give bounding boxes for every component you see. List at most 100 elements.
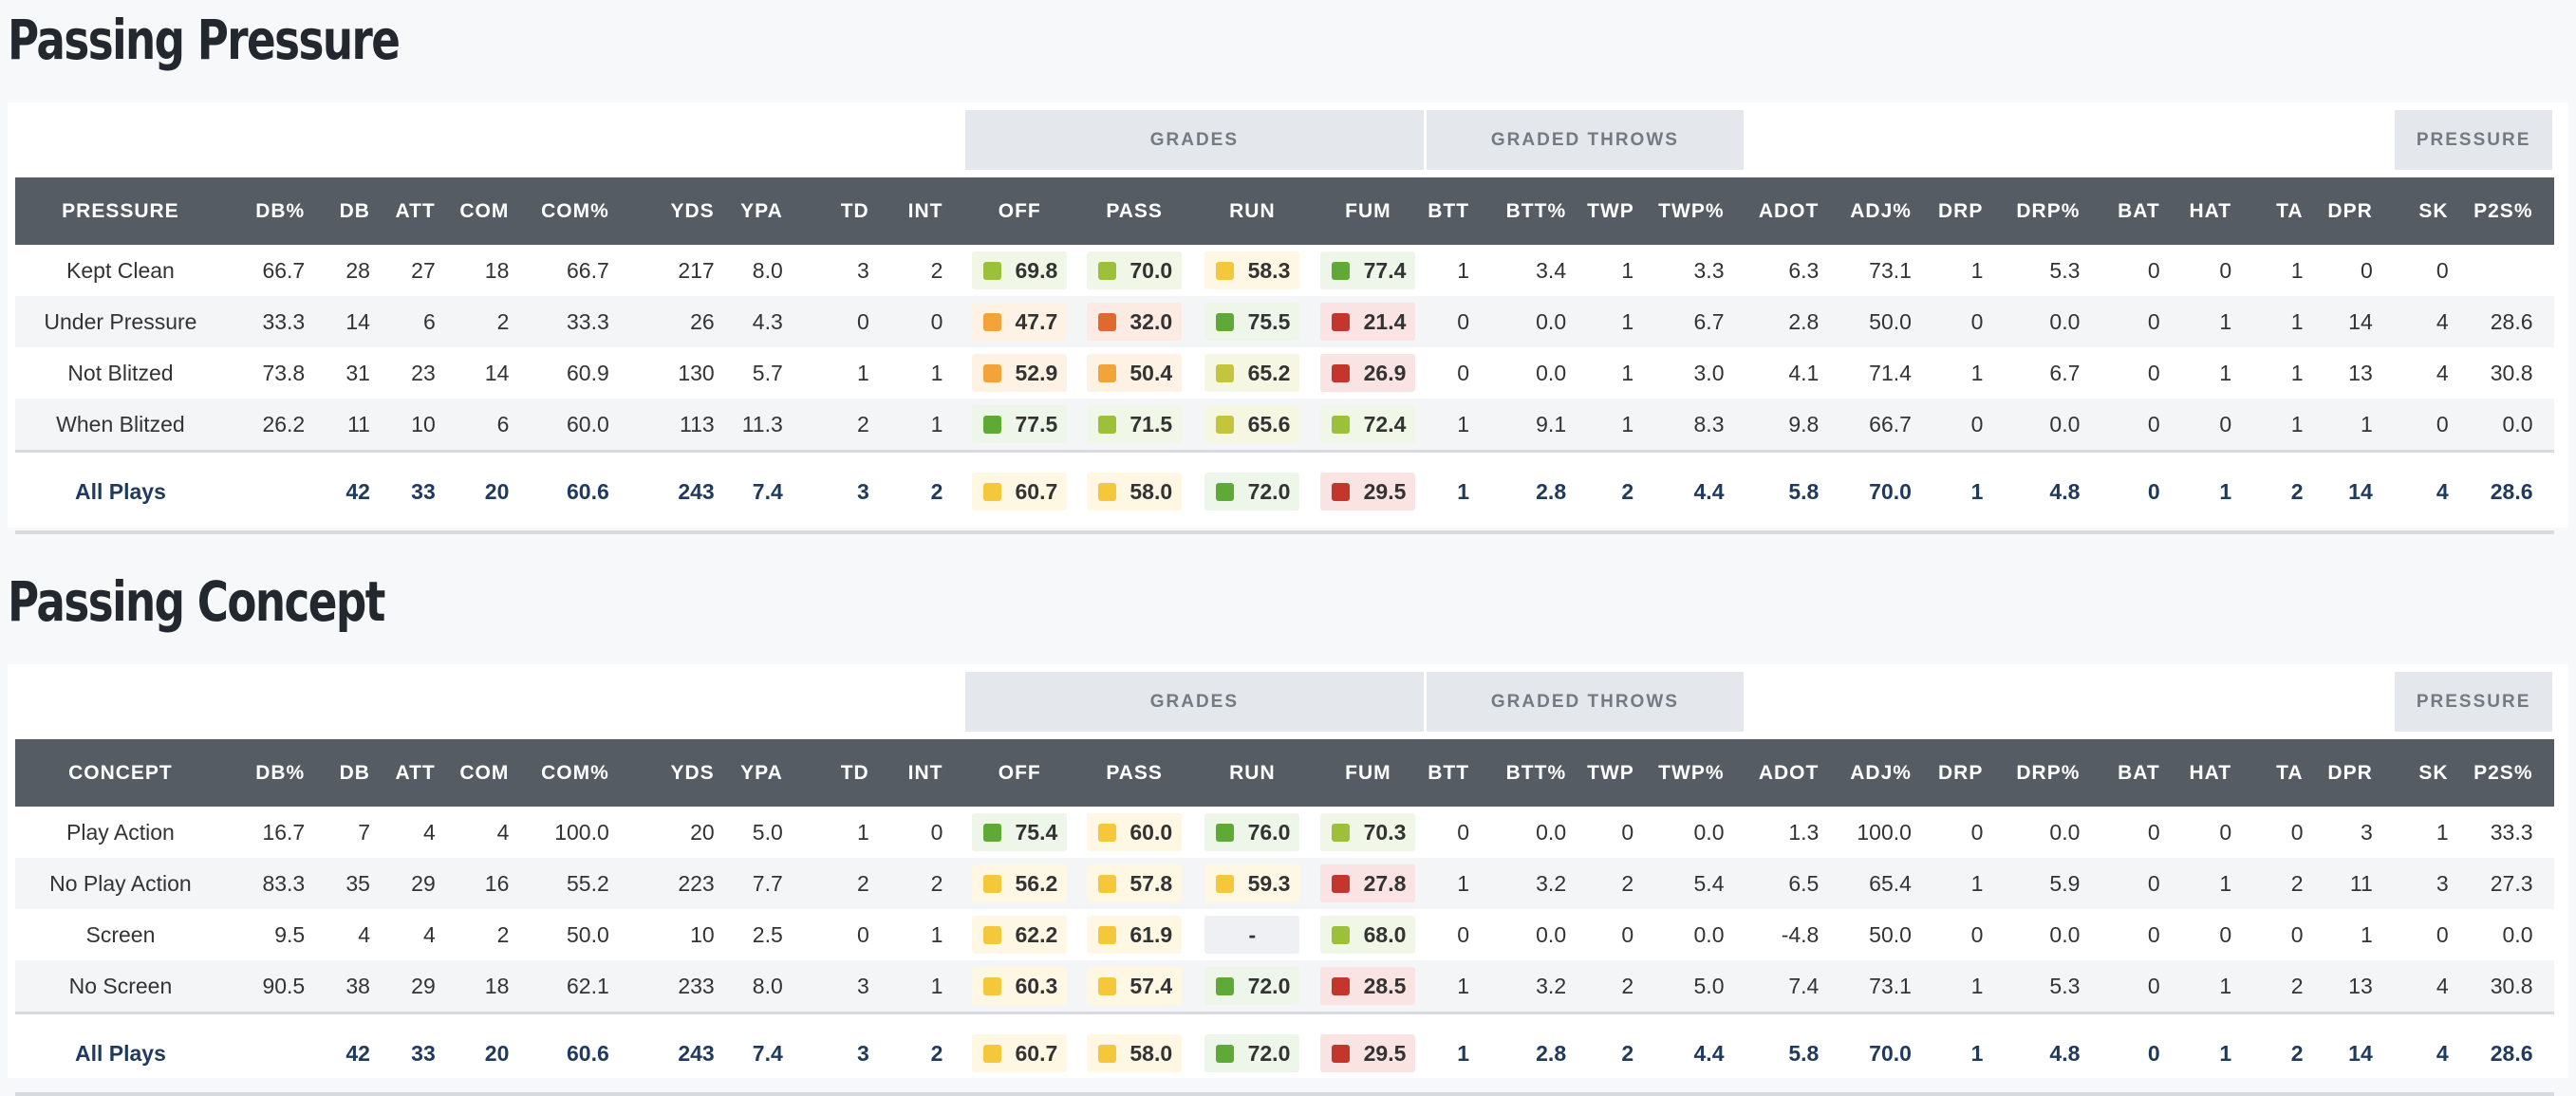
column-header-com-pct[interactable]: COM% (530, 170, 630, 245)
stat-cell: 5.0 (752, 819, 783, 845)
column-header-pass[interactable]: PASS (1075, 170, 1194, 245)
stat-cell: 0 (2100, 296, 2181, 347)
column-header-run[interactable]: RUN (1193, 732, 1312, 807)
stat-cell: 4.4 (1654, 450, 1745, 534)
column-header-db-pct[interactable]: DB% (225, 732, 327, 807)
column-header-btt[interactable]: BTT (1425, 170, 1491, 245)
column-header-ypa[interactable]: YPA (735, 170, 804, 245)
stat-cell: 8.0 (735, 960, 804, 1013)
column-header-twp[interactable]: TWP (1587, 732, 1655, 807)
stat-cell: 16.7 (262, 819, 306, 845)
stat-cell: 26 (629, 296, 736, 347)
column-header-db[interactable]: DB (326, 170, 391, 245)
column-header-td[interactable]: TD (803, 732, 890, 807)
stat-cell: 9.5 (274, 921, 306, 947)
stat-cell: 1 (889, 960, 964, 1013)
stats-table: GRADES GRADED THROWS PRESSURE CONCEPT DB% DB A… (15, 672, 2555, 1096)
grade-indicator-icon (983, 875, 1002, 893)
column-header-int[interactable]: INT (889, 170, 964, 245)
column-header-twp-pct[interactable]: TWP% (1654, 732, 1745, 807)
column-header-yds[interactable]: YDS (629, 732, 736, 807)
stat-cell: 4 (2393, 296, 2470, 347)
column-header-att[interactable]: ATT (390, 170, 457, 245)
column-header-btt-pct[interactable]: BTT% (1490, 170, 1588, 245)
column-header-fum[interactable]: FUM (1311, 170, 1426, 245)
column-header-com[interactable]: COM (456, 170, 531, 245)
grade-indicator-icon (1216, 262, 1235, 280)
column-header-com[interactable]: COM (456, 732, 531, 807)
column-header-adj-pct[interactable]: ADJ% (1839, 732, 1932, 807)
column-header-row: PRESSURE DB% DB ATT COM COM% YDS YPA TD INT OFF PAS… (15, 170, 2554, 245)
column-header-drp-pct[interactable]: DRP% (2004, 732, 2101, 807)
column-header-hat[interactable]: HAT (2180, 170, 2253, 245)
stat-cell: 1 (2436, 819, 2449, 845)
stat-cell: 0 (1425, 296, 1491, 347)
stat-cell: 60.6 (530, 450, 630, 534)
group-spacer (15, 672, 963, 735)
column-header-twp-pct[interactable]: TWP% (1654, 170, 1745, 245)
group-spacer (1745, 110, 2394, 174)
stat-cell: 3 (2393, 858, 2470, 909)
stat-cell: 0.0 (2469, 399, 2554, 452)
column-header-td[interactable]: TD (803, 170, 890, 245)
column-header-fum[interactable]: FUM (1311, 732, 1426, 807)
grade-value: 28.5 (1363, 974, 1407, 998)
stat-cell: 60.9 (567, 360, 609, 385)
stat-cell: 1 (1932, 450, 2005, 534)
table-row: Screen 9.5 4 4 2 50.0 10 2.5 0 1 62.2 61.9-68.0 0 0.0… (15, 909, 2554, 960)
grade-cell: 75.4 (963, 807, 1075, 858)
column-header-ta[interactable]: TA (2252, 170, 2324, 245)
stat-cell: 0.0 (2004, 296, 2101, 347)
column-header-btt[interactable]: BTT (1425, 732, 1491, 807)
column-header-p2s-pct[interactable]: P2S% (2469, 170, 2554, 245)
column-header-drp-pct[interactable]: DRP% (2004, 170, 2101, 245)
column-header-com-pct[interactable]: COM% (530, 732, 630, 807)
stat-cell: 5.3 (2004, 960, 2101, 1013)
column-header-adj-pct[interactable]: ADJ% (1839, 170, 1932, 245)
column-header-int[interactable]: INT (889, 732, 964, 807)
column-header-off[interactable]: OFF (963, 170, 1076, 245)
grade-badge: 27.8 (1320, 864, 1416, 902)
column-header-att[interactable]: ATT (390, 732, 457, 807)
stat-cell: 0 (2100, 1012, 2181, 1096)
column-header-twp[interactable]: TWP (1587, 170, 1655, 245)
column-header-label[interactable]: PRESSURE (15, 170, 226, 245)
row-label: No Play Action (15, 858, 226, 909)
grade-value: 58.3 (1247, 258, 1291, 283)
column-header-off[interactable]: OFF (963, 732, 1076, 807)
column-header-dpr[interactable]: DPR (2324, 170, 2394, 245)
column-header-ypa[interactable]: YPA (735, 732, 804, 807)
column-header-bat[interactable]: BAT (2100, 732, 2181, 807)
column-header-run[interactable]: RUN (1193, 170, 1312, 245)
column-header-bat[interactable]: BAT (2100, 170, 2181, 245)
column-header-label[interactable]: CONCEPT (15, 732, 226, 807)
column-header-drp[interactable]: DRP (1932, 732, 2005, 807)
column-header-btt-pct[interactable]: BTT% (1490, 732, 1588, 807)
section-title: Passing Concept (8, 569, 385, 634)
column-header-hat[interactable]: HAT (2180, 732, 2253, 807)
grade-cell: 72.0 (1193, 1012, 1312, 1096)
stat-cell: 4 (422, 819, 436, 845)
column-header-yds[interactable]: YDS (629, 170, 736, 245)
column-header-pass[interactable]: PASS (1075, 732, 1194, 807)
stat-cell: 0 (930, 819, 943, 845)
column-header-drp[interactable]: DRP (1932, 170, 2005, 245)
grade-value: 75.4 (1015, 820, 1058, 845)
grade-value: 60.0 (1129, 820, 1173, 845)
column-header-sk[interactable]: SK (2393, 732, 2470, 807)
row-label: Kept Clean (66, 257, 175, 283)
grade-badge: 29.5 (1320, 473, 1416, 511)
grade-indicator-icon (983, 926, 1002, 944)
column-header-dpr[interactable]: DPR (2324, 732, 2394, 807)
column-header-db-pct[interactable]: DB% (225, 170, 327, 245)
column-header-p2s-pct[interactable]: P2S% (2469, 732, 2554, 807)
grade-indicator-icon (983, 977, 1002, 995)
stat-cell: 7.4 (735, 1012, 804, 1096)
column-header-db[interactable]: DB (326, 732, 391, 807)
column-header-ta[interactable]: TA (2252, 732, 2324, 807)
column-header-adot[interactable]: ADOT (1745, 732, 1840, 807)
column-header-adot[interactable]: ADOT (1745, 170, 1840, 245)
stat-cell: 11 (326, 399, 391, 452)
column-header-sk[interactable]: SK (2393, 170, 2470, 245)
stat-cell: 11.3 (735, 399, 804, 452)
